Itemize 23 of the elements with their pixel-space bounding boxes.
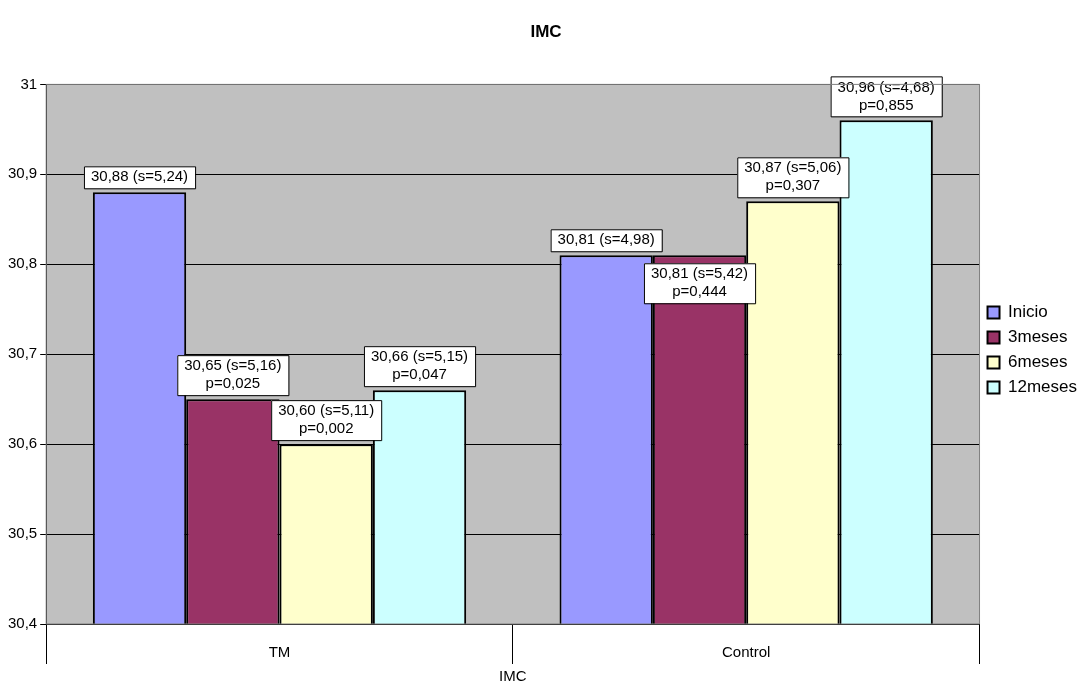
legend-label: 12meses [1008,377,1077,397]
y-tick-label: 30,8 [7,254,38,272]
y-tick-label: 30,7 [7,344,38,362]
y-tick-label: 30,4 [7,614,38,632]
data-label: 30,81 (s=5,42) p=0,444 [650,264,749,300]
x-tick-label: Control [722,643,771,661]
data-label: 30,81 (s=4,98) [557,230,655,248]
legend-label: 3meses [1008,327,1068,347]
y-tick-label: 30,6 [7,434,38,452]
data-label: 30,87 (s=5,06) p=0,307 [744,158,842,194]
data-label: 30,60 (s=5,11) p=0,002 [278,401,375,437]
data-label: 30,96 (s=4,68) p=0,855 [837,77,935,113]
data-label: 30,88 (s=5,24) [90,167,189,185]
y-tick-label: 30,9 [7,164,38,182]
legend-label: 6meses [1008,352,1068,372]
chart-title: IMC [530,21,562,41]
data-label: 30,65 (s=5,16) p=0,025 [184,356,282,392]
y-tick-label: 31 [20,74,38,92]
legend-label: Inicio [1008,302,1048,322]
y-tick-label: 30,5 [7,524,38,542]
data-label: 30,66 (s=5,15) p=0,047 [370,347,469,383]
x-axis-title: IMC [499,667,527,685]
x-tick-label: TM [268,643,291,661]
